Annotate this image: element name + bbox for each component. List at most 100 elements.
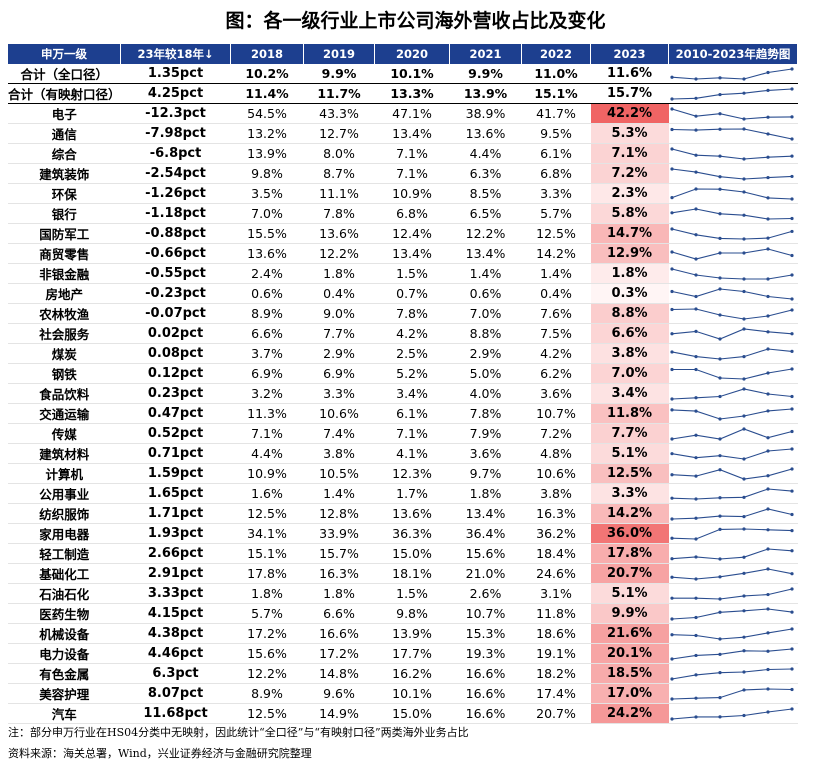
year-value: 13.6% bbox=[230, 243, 304, 264]
change-value: 4.38pct bbox=[120, 623, 231, 644]
year-value: 0.7% bbox=[374, 283, 450, 304]
sparkline bbox=[669, 466, 794, 481]
table-row: 银行 -1.18pct 7.0% 7.8% 6.8% 6.5% 5.7% 5.8% bbox=[8, 203, 798, 224]
year-value: 14.9% bbox=[303, 703, 375, 724]
industry-name: 房地产 bbox=[8, 283, 121, 304]
year-value: 6.6% bbox=[230, 323, 304, 344]
sparkline-point bbox=[693, 96, 698, 100]
trend-cell bbox=[668, 143, 798, 164]
sparkline-point bbox=[765, 175, 770, 179]
sparkline-path bbox=[671, 87, 792, 100]
year-value: 15.3% bbox=[449, 623, 522, 644]
year-value: 15.7% bbox=[590, 83, 669, 104]
sparkline-point bbox=[669, 656, 674, 661]
sparkline-point bbox=[693, 367, 698, 371]
sparkline-point bbox=[765, 546, 770, 551]
sparkline bbox=[669, 666, 794, 681]
year-value: 4.8% bbox=[521, 443, 591, 464]
sparkline-point bbox=[741, 289, 746, 293]
sparkline-point bbox=[693, 576, 698, 581]
year-value: 17.0% bbox=[590, 683, 669, 704]
sparkline-point bbox=[765, 408, 770, 413]
year-value: 13.6% bbox=[303, 223, 375, 244]
year-value: 13.3% bbox=[374, 83, 450, 104]
year-value: 3.4% bbox=[590, 383, 669, 404]
sparkline-point bbox=[717, 286, 722, 291]
sparkline-point bbox=[693, 206, 698, 211]
sparkline-point bbox=[765, 195, 770, 199]
year-value: 2.4% bbox=[230, 263, 304, 284]
year-value: 7.7% bbox=[303, 323, 375, 344]
sparkline-point bbox=[765, 313, 770, 318]
table-row: 综合 -6.8pct 13.9% 8.0% 7.1% 4.4% 6.1% 7.1% bbox=[8, 143, 798, 164]
sparkline-point bbox=[741, 116, 746, 121]
year-value: 36.3% bbox=[374, 523, 450, 544]
year-value: 10.1% bbox=[374, 683, 450, 704]
sparkline bbox=[669, 346, 794, 361]
column-header: 2023 bbox=[590, 44, 670, 64]
year-value: 11.8% bbox=[590, 403, 669, 424]
industry-name: 银行 bbox=[8, 203, 121, 224]
sparkline-point bbox=[669, 396, 674, 401]
footnote: 注：部分申万行业在HS04分类中无映射，因此统计“全口径”与“有映射口径”两类海… bbox=[8, 726, 469, 739]
change-value: 4.15pct bbox=[120, 603, 231, 624]
sparkline-point bbox=[741, 126, 746, 131]
sparkline-point bbox=[669, 195, 674, 199]
sparkline-path bbox=[671, 607, 792, 620]
sparkline-point bbox=[669, 331, 674, 335]
sparkline-point bbox=[669, 96, 674, 101]
table-row: 农林牧渔 -0.07pct 8.9% 9.0% 7.8% 7.0% 7.6% 8.8% bbox=[8, 303, 798, 324]
trend-cell bbox=[668, 483, 798, 504]
sparkline-point bbox=[789, 296, 794, 301]
sparkline-point bbox=[789, 512, 794, 516]
source-note: 资料来源：海关总署，Wind，兴业证券经济与金融研究院整理 bbox=[8, 747, 312, 760]
sparkline-point bbox=[717, 636, 722, 641]
sparkline-point bbox=[741, 91, 746, 95]
sparkline-point bbox=[693, 554, 698, 559]
year-value: 33.9% bbox=[303, 523, 375, 544]
change-value: -7.98pct bbox=[120, 123, 231, 144]
year-value: 1.8% bbox=[303, 583, 375, 604]
sparkline-point bbox=[717, 574, 722, 578]
sparkline-path bbox=[671, 587, 792, 600]
sparkline-point bbox=[741, 376, 746, 381]
change-value: 0.52pct bbox=[120, 423, 231, 444]
year-value: 0.3% bbox=[590, 283, 669, 304]
change-value: 1.35pct bbox=[120, 64, 231, 84]
sparkline bbox=[669, 286, 794, 301]
sparkline-point bbox=[741, 526, 746, 531]
sparkline-path bbox=[671, 647, 792, 660]
year-value: 1.4% bbox=[303, 483, 375, 504]
year-value: 9.5% bbox=[521, 123, 591, 144]
sparkline bbox=[669, 86, 794, 101]
industry-name: 钢铁 bbox=[8, 363, 121, 384]
sparkline-point bbox=[789, 646, 794, 651]
sparkline-point bbox=[765, 346, 770, 351]
sparkline-path bbox=[671, 207, 792, 220]
column-header: 申万一级 bbox=[8, 44, 122, 64]
sparkline-point bbox=[669, 367, 674, 371]
industry-name: 石油石化 bbox=[8, 583, 121, 604]
sparkline-point bbox=[693, 354, 698, 358]
year-value: 7.8% bbox=[303, 203, 375, 224]
sparkline-point bbox=[669, 407, 674, 411]
year-value: 9.9% bbox=[590, 603, 669, 624]
industry-name: 纺织服饰 bbox=[8, 503, 121, 524]
year-value: 24.2% bbox=[590, 703, 669, 724]
year-value: 1.6% bbox=[230, 483, 304, 504]
year-value: 11.0% bbox=[521, 64, 591, 84]
year-value: 8.9% bbox=[230, 683, 304, 704]
sparkline bbox=[669, 386, 794, 401]
sparkline-point bbox=[741, 669, 746, 674]
year-value: 12.8% bbox=[303, 503, 375, 524]
year-value: 10.9% bbox=[374, 183, 450, 204]
year-value: 2.6% bbox=[449, 583, 522, 604]
year-value: 21.6% bbox=[590, 623, 669, 644]
year-value: 18.1% bbox=[374, 563, 450, 584]
sparkline-point bbox=[741, 386, 746, 391]
year-value: 1.5% bbox=[374, 583, 450, 604]
sparkline-point bbox=[765, 506, 770, 511]
year-value: 12.2% bbox=[230, 663, 304, 684]
year-value: 7.0% bbox=[590, 363, 669, 384]
year-value: 7.6% bbox=[521, 303, 591, 324]
